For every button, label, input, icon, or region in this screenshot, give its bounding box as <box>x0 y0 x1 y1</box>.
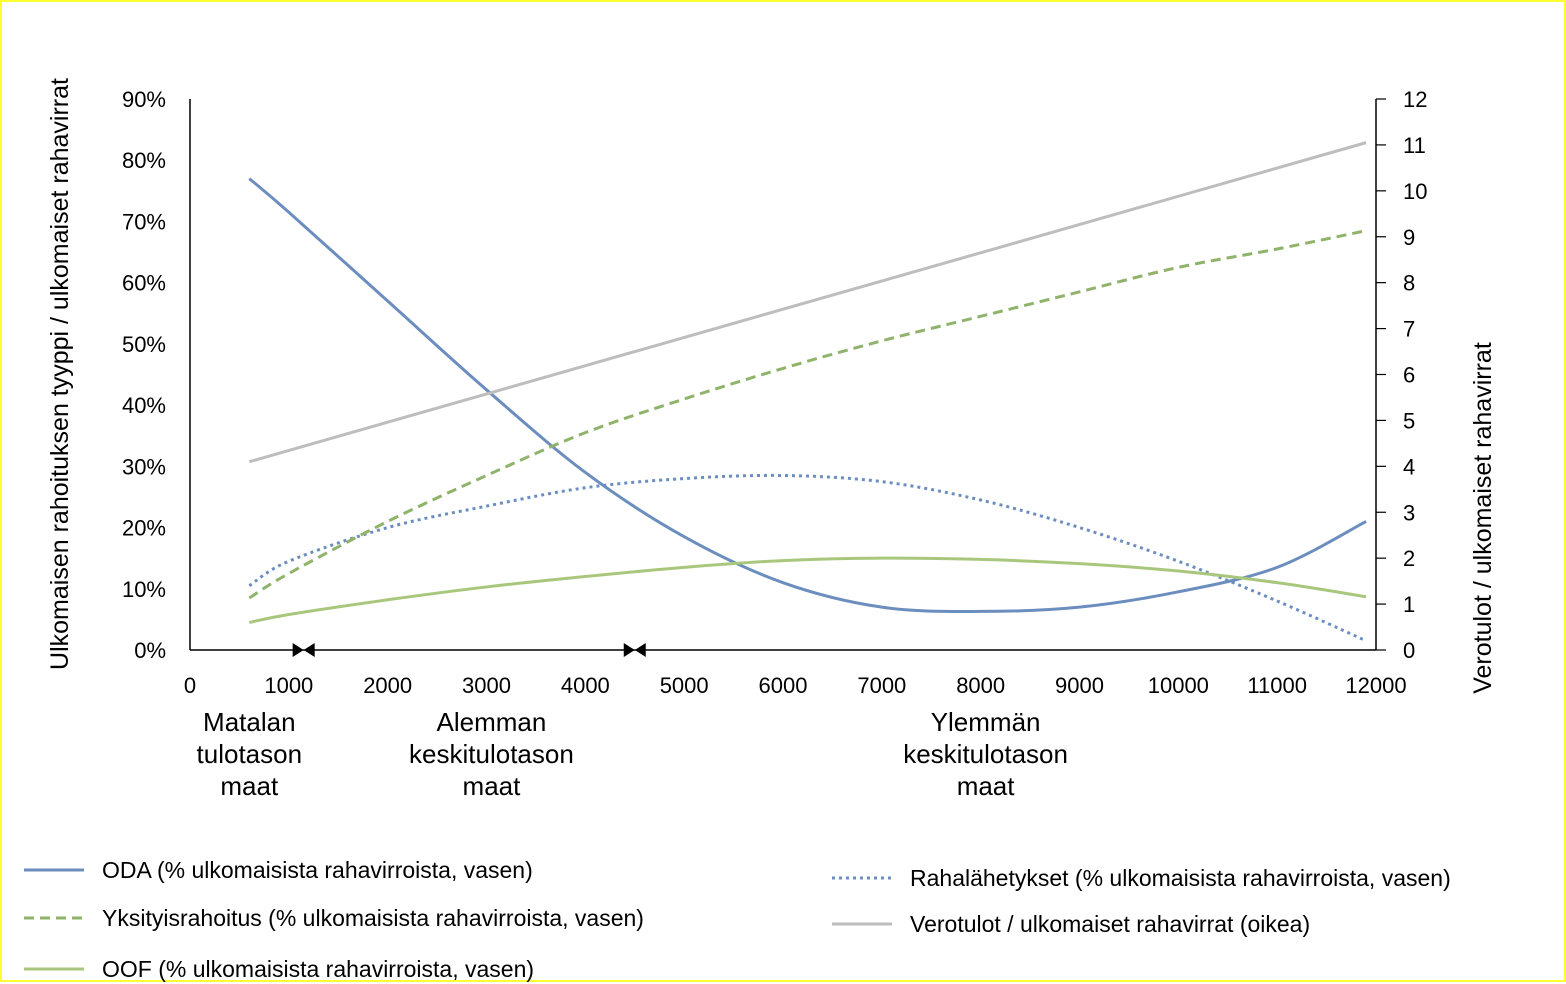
y-axis-right-title: Verotulot / ulkomaiset rahavirrat <box>1469 342 1497 694</box>
y-right-tick-label: 11 <box>1403 133 1426 158</box>
y-left-tick-label: 10% <box>122 577 166 602</box>
y-axis-left-title: Ulkomaisen rahoituksen tyyppi / ulkomais… <box>46 78 74 670</box>
region-label-line: maat <box>220 771 279 801</box>
series-layer <box>248 141 1367 643</box>
legend-label: Yksityisrahoitus (% ulkomaisista rahavir… <box>102 905 644 931</box>
y-right-tick-label: 12 <box>1403 87 1427 112</box>
y-right-tick-label: 3 <box>1403 500 1415 525</box>
y-left-tick-label: 0% <box>134 638 166 663</box>
region-label-line: keskitulotason <box>903 739 1068 769</box>
x-tick-label: 10000 <box>1148 673 1209 698</box>
series-line <box>249 556 1367 624</box>
y-right-tick-label: 2 <box>1403 546 1415 571</box>
y-right-tick-label: 5 <box>1403 408 1415 433</box>
legend: ODA (% ulkomaisista rahavirroista, vasen… <box>24 857 1451 982</box>
region-label-line: Ylemmän <box>931 707 1041 737</box>
x-tick-label: 9000 <box>1055 673 1104 698</box>
y-right-tick-label: 8 <box>1403 271 1415 296</box>
y-right-tick-label: 4 <box>1403 454 1415 479</box>
income-boundary-marker <box>623 643 646 657</box>
axes: 0%10%20%30%40%50%60%70%80%90%01234567891… <box>122 87 1428 698</box>
y-right-tick-label: 7 <box>1403 317 1415 342</box>
y-right-tick-label: 10 <box>1403 179 1427 204</box>
y-left-tick-label: 90% <box>122 87 166 112</box>
legend-label: Rahalähetykset (% ulkomaisista rahavirro… <box>910 865 1451 891</box>
y-left-tick-label: 50% <box>122 332 166 357</box>
y-right-tick-label: 9 <box>1403 225 1415 250</box>
series-line <box>248 177 1367 613</box>
legend-label: Verotulot / ulkomaiset rahavirrat (oikea… <box>910 911 1310 937</box>
region-label-line: Alemman <box>437 707 547 737</box>
legend-label: ODA (% ulkomaisista rahavirroista, vasen… <box>102 857 533 883</box>
region-label-line: maat <box>463 771 522 801</box>
y-left-tick-label: 60% <box>122 271 166 296</box>
x-tick-label: 7000 <box>857 673 906 698</box>
legend-label: OOF (% ulkomaisista rahavirroista, vasen… <box>102 956 534 982</box>
x-tick-label: 4000 <box>561 673 610 698</box>
region-label-line: Matalan <box>203 707 296 737</box>
region-labels: MatalantulotasonmaatAlemmankeskitulotaso… <box>197 707 1068 801</box>
y-right-tick-label: 6 <box>1403 363 1415 388</box>
x-tick-label: 12000 <box>1345 673 1406 698</box>
y-left-tick-label: 40% <box>122 393 166 418</box>
x-tick-label: 11000 <box>1247 673 1307 698</box>
x-tick-label: 2000 <box>363 673 412 698</box>
y-left-tick-label: 30% <box>122 454 166 479</box>
y-left-tick-label: 20% <box>122 516 166 541</box>
y-right-tick-label: 1 <box>1403 592 1415 617</box>
y-right-tick-label: 0 <box>1403 638 1415 663</box>
series-line <box>248 229 1367 600</box>
x-tick-label: 3000 <box>462 673 511 698</box>
x-tick-label: 6000 <box>759 673 808 698</box>
region-label-line: tulotason <box>197 739 303 769</box>
x-tick-label: 1000 <box>264 673 313 698</box>
region-label-line: maat <box>957 771 1016 801</box>
y-left-tick-label: 80% <box>122 148 166 173</box>
x-tick-label: 0 <box>184 673 196 698</box>
y-left-tick-label: 70% <box>122 209 166 234</box>
x-tick-label: 8000 <box>956 673 1005 698</box>
series-line <box>248 141 1367 464</box>
region-label-line: keskitulotason <box>409 739 574 769</box>
income-boundary-marker <box>292 643 315 657</box>
x-tick-label: 5000 <box>660 673 709 698</box>
series-line <box>248 473 1367 643</box>
